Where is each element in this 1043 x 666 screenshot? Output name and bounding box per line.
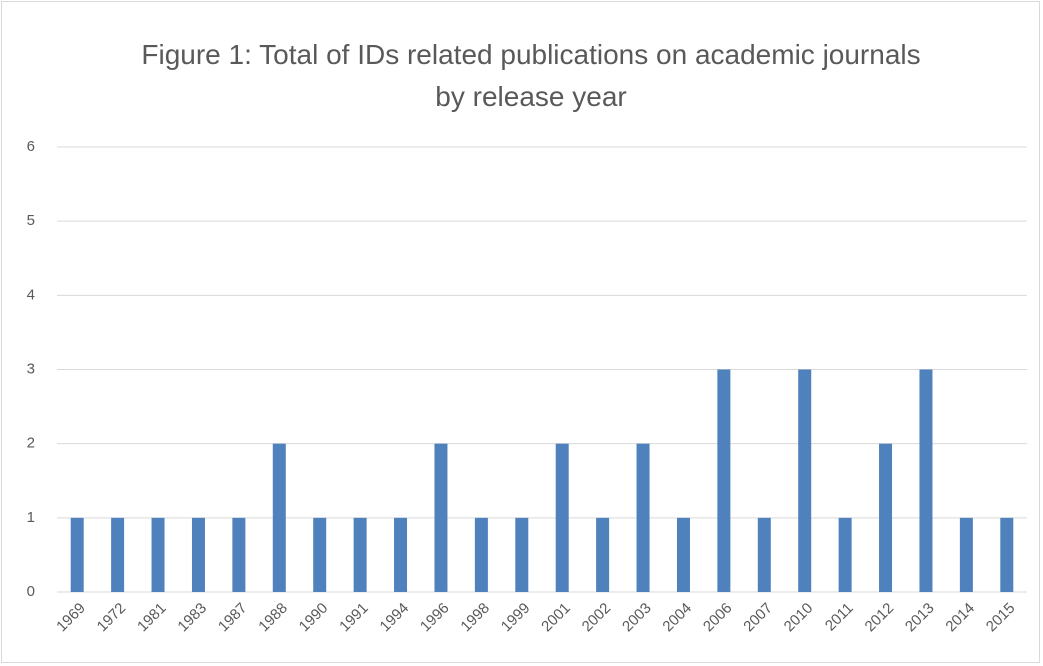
y-tick-label: 4 [27, 286, 35, 303]
bar [1000, 517, 1014, 592]
bar [191, 517, 205, 592]
x-tick-label: 2012 [862, 600, 898, 636]
x-tick-label: 1999 [498, 600, 534, 636]
x-tick-label: 1998 [457, 600, 493, 636]
x-tick-label: 1972 [94, 600, 130, 636]
x-tick-label: 2013 [902, 600, 938, 636]
x-tick-label: 1991 [336, 600, 372, 636]
bar [434, 443, 448, 592]
bar [474, 517, 488, 592]
bar [313, 517, 327, 592]
x-tick-label: 1990 [296, 600, 332, 636]
x-tick-label: 1988 [255, 600, 291, 636]
x-tick-label: 2014 [942, 600, 978, 636]
bar [757, 517, 771, 592]
x-tick-label: 1996 [417, 600, 453, 636]
y-tick-label: 6 [27, 138, 35, 155]
bar [838, 517, 852, 592]
y-tick-label: 0 [27, 583, 35, 600]
y-tick-label: 3 [27, 360, 35, 377]
bar [676, 517, 690, 592]
x-tick-label: 2007 [740, 600, 776, 636]
x-tick-label: 2004 [659, 600, 695, 636]
bar [919, 369, 933, 592]
x-tick-label: 2015 [983, 600, 1019, 636]
bar [394, 517, 408, 592]
x-tick-label: 1969 [53, 600, 89, 636]
y-tick-label: 2 [27, 435, 35, 452]
bar [515, 517, 529, 592]
x-tick-label: 1987 [215, 600, 251, 636]
y-tick-label: 5 [27, 212, 35, 229]
bar [151, 517, 165, 592]
chart-title: Figure 1: Total of IDs related publicati… [141, 39, 921, 112]
y-tick-label: 1 [27, 509, 35, 526]
bar [717, 369, 731, 592]
x-tick-label: 2010 [781, 600, 817, 636]
bar [111, 517, 125, 592]
x-tick-label: 2001 [538, 600, 574, 636]
bar [353, 517, 367, 592]
x-tick-label: 2006 [700, 600, 736, 636]
x-tick-label: 2002 [579, 600, 615, 636]
bar [70, 517, 84, 592]
x-tick-label: 1994 [377, 600, 413, 636]
bar [232, 517, 246, 592]
bar [272, 443, 286, 592]
x-tick-label: 2003 [619, 600, 655, 636]
bar [555, 443, 569, 592]
bar [596, 517, 610, 592]
bar [959, 517, 973, 592]
x-tick-label: 2011 [822, 600, 857, 635]
x-tick-label: 1981 [134, 600, 170, 636]
bar [798, 369, 812, 592]
x-tick-label: 1983 [174, 600, 210, 636]
bar [636, 443, 650, 592]
bar [879, 443, 893, 592]
